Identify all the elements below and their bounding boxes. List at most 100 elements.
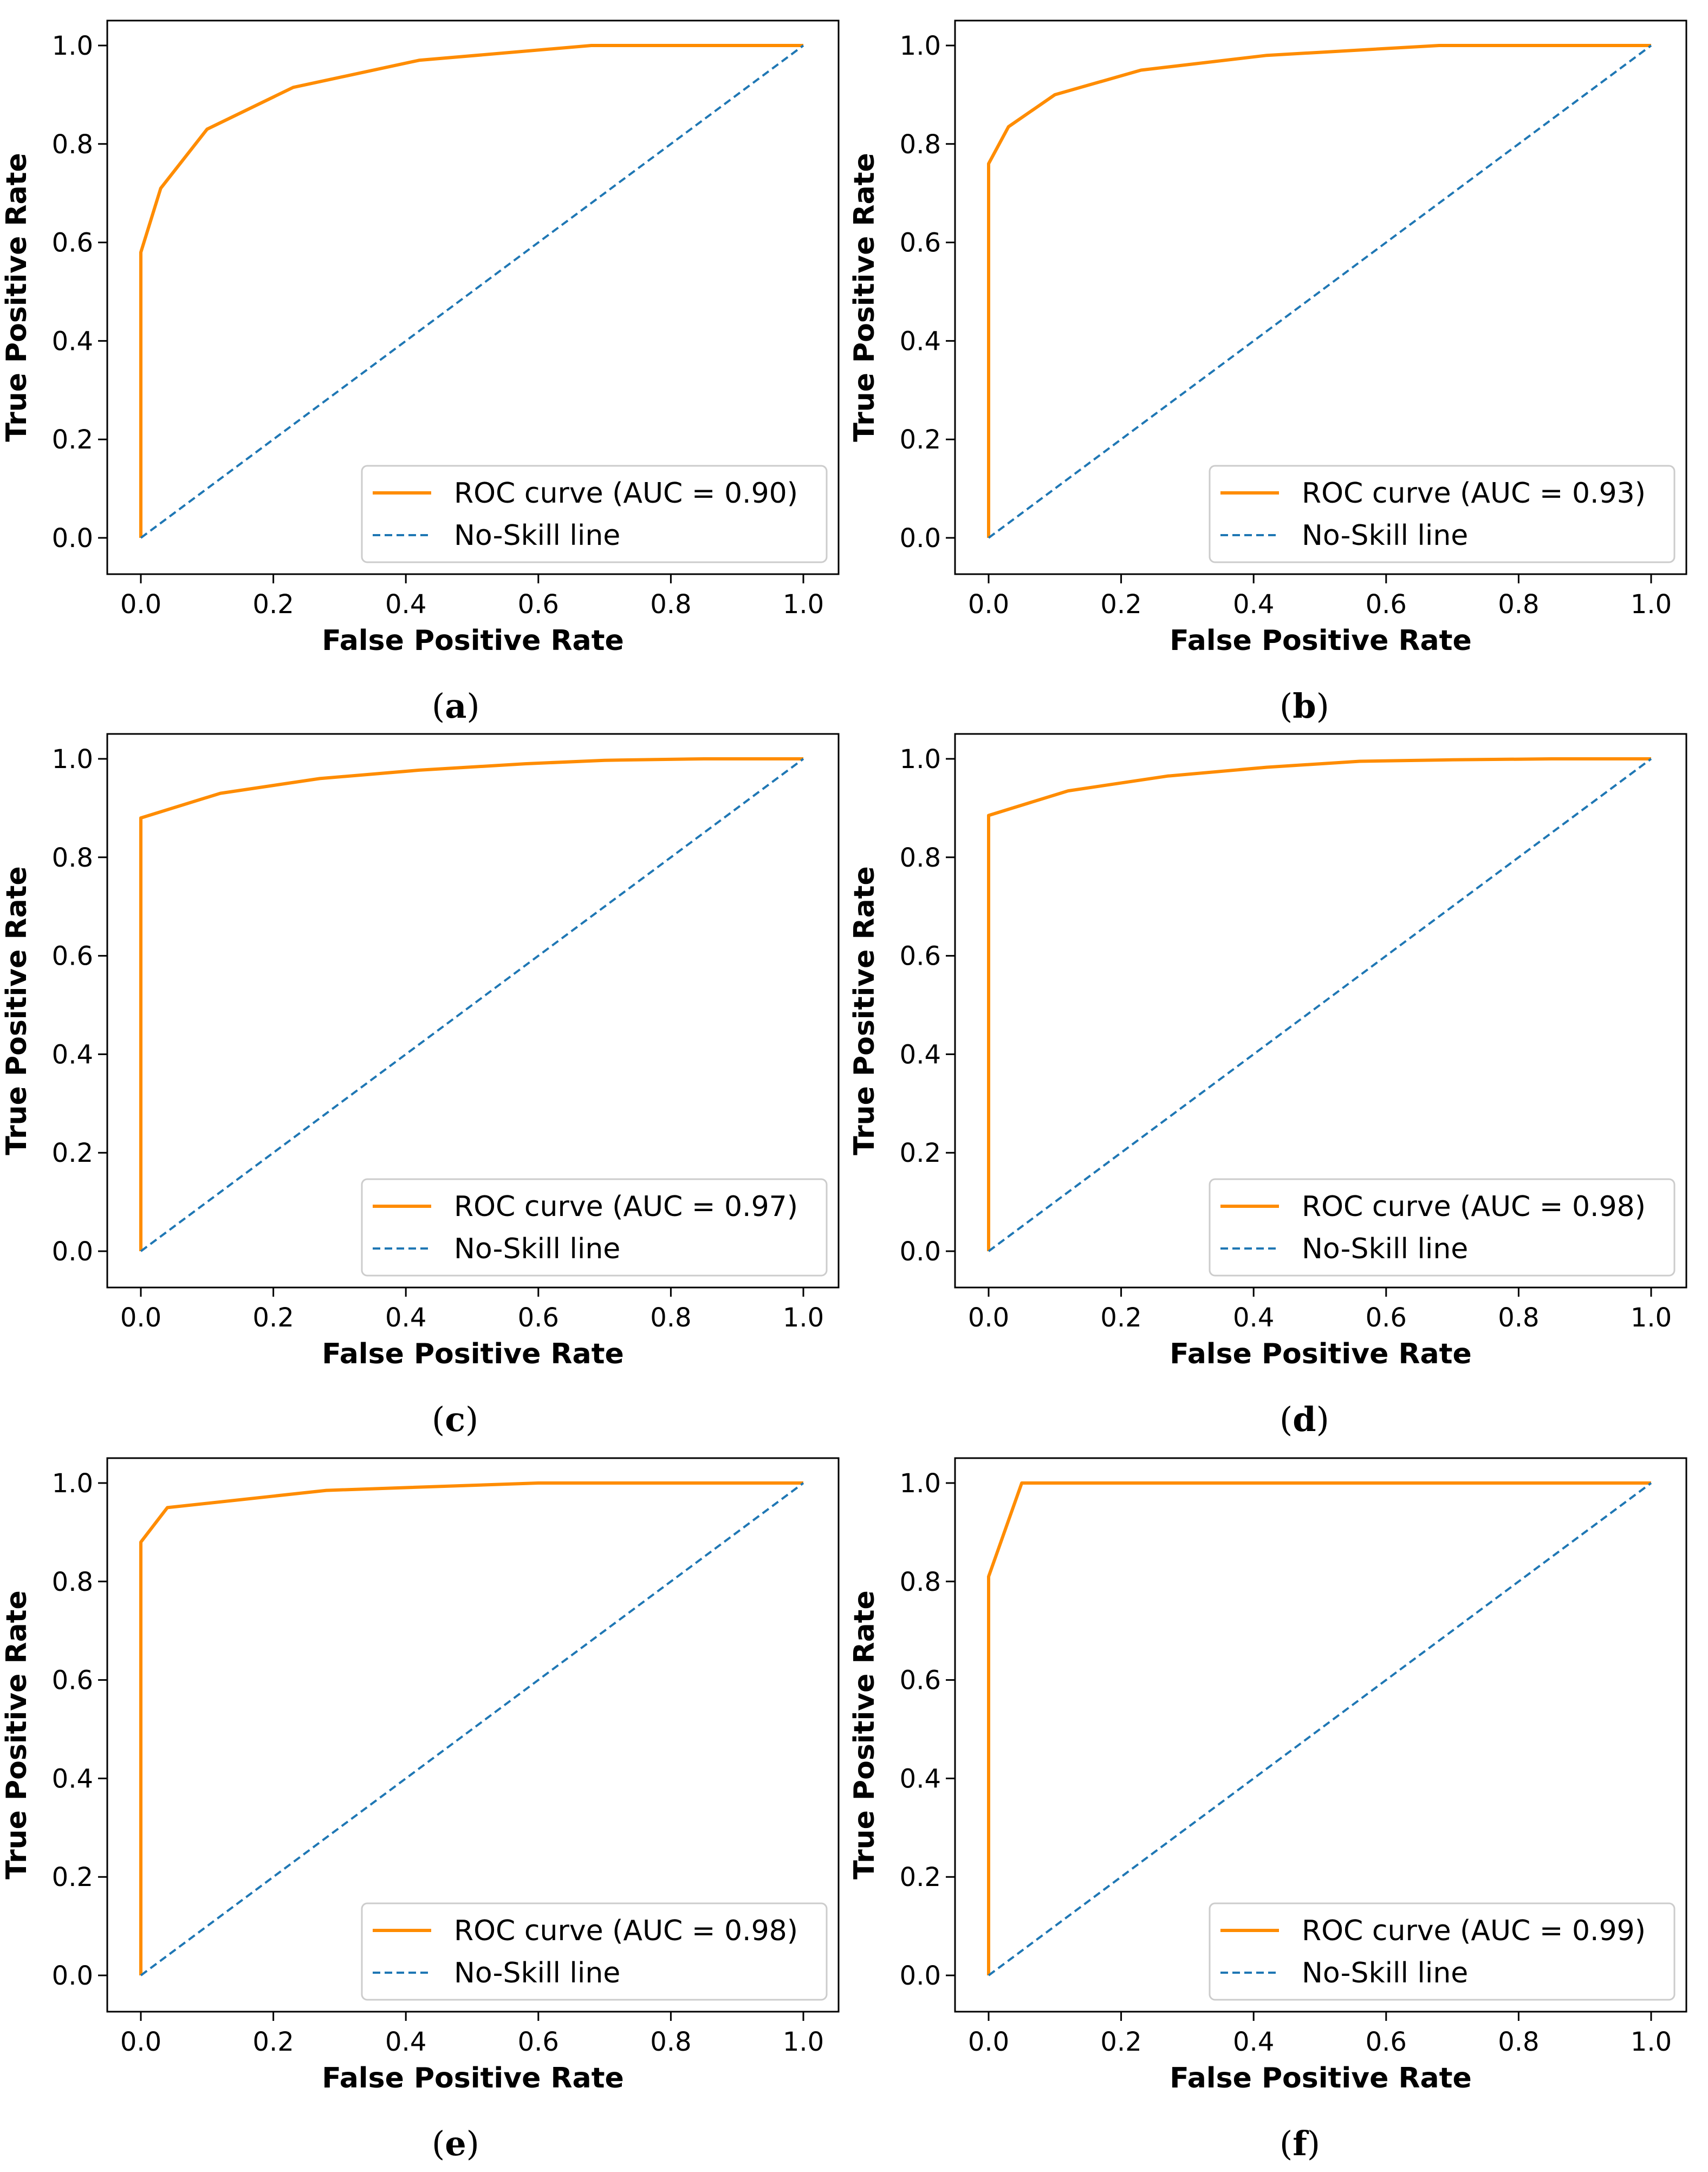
x-tick-label: 0.4 <box>385 1303 426 1333</box>
x-tick-label: 0.6 <box>518 2027 559 2057</box>
y-tick-label: 0.0 <box>52 1961 93 1991</box>
y-tick-label: 0.2 <box>900 1138 941 1168</box>
legend-roc-label: ROC curve (AUC = 0.99) <box>1302 1915 1646 1947</box>
legend-no-skill-label: No-Skill line <box>454 519 620 552</box>
caption-close-paren: ) <box>466 2124 479 2163</box>
caption-open-paren: ( <box>432 2124 445 2163</box>
x-tick-label: 0.2 <box>1100 2027 1141 2057</box>
caption-letter: a <box>445 686 466 726</box>
x-tick-label: 0.8 <box>650 2027 691 2057</box>
x-tick-label: 1.0 <box>783 589 824 620</box>
x-tick-label: 0.4 <box>385 2027 426 2057</box>
legend-no-skill-label: No-Skill line <box>1302 1957 1468 1989</box>
roc-curve-line <box>139 757 803 1251</box>
panel-caption: (d) <box>1280 1400 1329 1439</box>
roc-panel-b: 0.0 0.2 0.4 0.6 0.8 1.0 0.0 0.2 0.4 0.6 0.8 1.0 Fals… <box>848 19 1687 726</box>
y-tick-label: 0.6 <box>52 228 93 258</box>
legend-box <box>1209 1902 1675 2001</box>
y-tick-label: 0.2 <box>900 1862 941 1893</box>
y-tick-label: 1.0 <box>52 31 93 61</box>
y-tick-label: 0.8 <box>52 129 93 160</box>
y-tick-label: 0.0 <box>900 1961 941 1991</box>
y-tick-label: 1.0 <box>52 1468 93 1499</box>
no-skill-line <box>140 44 804 539</box>
x-tick-label: 0.0 <box>968 1303 1009 1333</box>
x-axis-label: False Positive Rate <box>1170 2062 1472 2095</box>
y-tick-label: 0.2 <box>52 1138 93 1168</box>
panel-caption: (e) <box>432 2124 479 2163</box>
panel-caption: (c) <box>432 1400 478 1439</box>
legend-roc-label: ROC curve (AUC = 0.93) <box>1302 477 1646 510</box>
legend-no-skill-label: No-Skill line <box>1302 519 1468 552</box>
legend-no-skill-label: No-Skill line <box>1302 1233 1468 1265</box>
caption-close-paren: ) <box>1316 1400 1329 1439</box>
axes-frame <box>954 1457 1687 2013</box>
x-axis-label: False Positive Rate <box>1170 625 1472 657</box>
y-tick-label: 1.0 <box>52 744 93 775</box>
y-axis-label: True Positive Rate <box>848 153 881 442</box>
y-tick-label: 0.4 <box>900 326 941 356</box>
caption-close-paren: ) <box>1307 2124 1320 2163</box>
y-tick-label: 1.0 <box>900 1468 941 1499</box>
x-tick-label: 0.2 <box>1100 589 1141 620</box>
x-tick-label: 0.6 <box>1366 2027 1407 2057</box>
x-tick-label: 0.0 <box>120 2027 161 2057</box>
axes-frame <box>106 1457 840 2013</box>
roc-panel-c: 0.0 0.2 0.4 0.6 0.8 1.0 0.0 0.2 0.4 0.6 0.8 1.0 Fals… <box>1 733 840 1439</box>
panel-caption: (b) <box>1280 686 1329 726</box>
legend-no-skill-label: No-Skill line <box>454 1233 620 1265</box>
legend: ROC curve (AUC = 0.97) No-Skill line <box>361 1178 828 1277</box>
y-tick-label: 0.8 <box>900 1567 941 1597</box>
x-tick-label: 0.8 <box>1498 1303 1539 1333</box>
legend: ROC curve (AUC = 0.90) No-Skill line <box>361 465 828 563</box>
legend-roc-label: ROC curve (AUC = 0.90) <box>454 477 798 510</box>
x-tick-label: 0.2 <box>252 589 294 620</box>
roc-panel-d: 0.0 0.2 0.4 0.6 0.8 1.0 0.0 0.2 0.4 0.6 0.8 1.0 Fals… <box>848 733 1687 1439</box>
y-tick-label: 0.4 <box>52 326 93 356</box>
legend-box <box>1209 465 1675 563</box>
x-tick-label: 0.4 <box>1233 1303 1274 1333</box>
y-tick-label: 0.6 <box>900 941 941 972</box>
x-tick-label: 0.2 <box>252 2027 294 2057</box>
legend-roc-label: ROC curve (AUC = 0.98) <box>1302 1191 1646 1223</box>
x-tick-label: 1.0 <box>1631 2027 1672 2057</box>
y-tick-label: 0.6 <box>900 1666 941 1696</box>
y-tick-label: 0.4 <box>900 1039 941 1070</box>
caption-open-paren: ( <box>1280 2124 1293 2163</box>
caption-close-paren: ) <box>1316 686 1329 726</box>
x-tick-label: 1.0 <box>1631 589 1672 620</box>
legend: ROC curve (AUC = 0.98) No-Skill line <box>1209 1178 1675 1277</box>
roc-panel-e: 0.0 0.2 0.4 0.6 0.8 1.0 0.0 0.2 0.4 0.6 0.8 1.0 Fals… <box>1 1457 840 2163</box>
x-axis-label: False Positive Rate <box>322 1338 624 1370</box>
caption-close-paren: ) <box>465 1400 478 1439</box>
x-tick-label: 0.6 <box>1366 589 1407 620</box>
y-tick-label: 0.6 <box>52 941 93 972</box>
x-tick-label: 1.0 <box>783 1303 824 1333</box>
no-skill-line <box>140 758 804 1252</box>
y-axis-label: True Positive Rate <box>1 1590 33 1880</box>
panel-caption: (a) <box>432 686 480 726</box>
y-tick-label: 0.4 <box>52 1764 93 1794</box>
no-skill-line <box>988 1482 1652 1976</box>
caption-letter: b <box>1293 686 1316 726</box>
legend: ROC curve (AUC = 0.98) No-Skill line <box>361 1902 828 2001</box>
y-tick-label: 0.8 <box>52 843 93 873</box>
legend-no-skill-label: No-Skill line <box>454 1957 620 1989</box>
legend-box <box>361 1902 828 2001</box>
x-tick-label: 0.4 <box>1233 589 1274 620</box>
x-tick-label: 0.0 <box>120 589 161 620</box>
x-tick-label: 0.0 <box>968 2027 1009 2057</box>
x-tick-label: 0.8 <box>650 1303 691 1333</box>
y-tick-label: 1.0 <box>900 31 941 61</box>
roc-curve-line <box>139 1481 803 1975</box>
legend: ROC curve (AUC = 0.93) No-Skill line <box>1209 465 1675 563</box>
panel-caption: (f) <box>1280 2124 1320 2163</box>
caption-close-paren: ) <box>466 686 479 726</box>
caption-open-paren: ( <box>1280 1400 1293 1439</box>
caption-letter: d <box>1293 1400 1316 1439</box>
x-tick-label: 0.0 <box>120 1303 161 1333</box>
axes-frame <box>954 733 1687 1289</box>
x-tick-label: 1.0 <box>783 2027 824 2057</box>
caption-open-paren: ( <box>432 1400 445 1439</box>
